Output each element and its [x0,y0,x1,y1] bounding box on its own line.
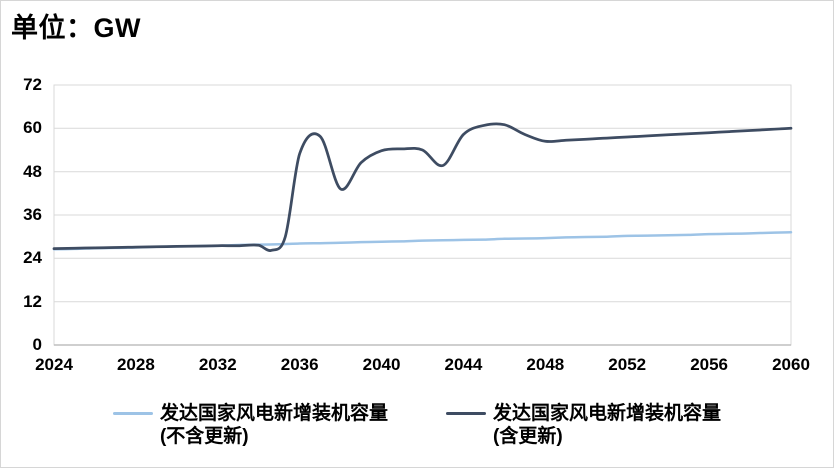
legend-label-excluding-renewal: 发达国家风电新增装机容量 (不含更新) [160,402,388,448]
legend-label-line1: 发达国家风电新增装机容量 [159,403,388,424]
y-tick-label-72: 72 [23,75,42,94]
y-tick-label-36: 36 [23,205,42,224]
legend-item-including-renewal: 发达国家风电新增装机容量 (含更新) [446,402,721,448]
x-tick-label-2060: 2060 [772,355,810,374]
x-tick-label-2028: 2028 [116,355,155,374]
x-tick-label-2044: 2044 [444,355,483,374]
x-tick-label-2032: 2032 [198,355,237,374]
x-tick-label-2056: 2056 [690,355,729,374]
legend-line-swatch-dark-navy [446,412,486,415]
x-tick-label-2024: 2024 [35,355,73,374]
legend-label-line2: (不含更新) [159,426,249,447]
y-tick-label-12: 12 [23,291,42,311]
legend-item-excluding-renewal: 发达国家风电新增装机容量 (不含更新) [112,402,388,448]
chart-title: 单位：GW [11,13,141,43]
x-tick-label-2052: 2052 [608,355,647,374]
y-tick-label-48: 48 [23,161,42,181]
legend-label-line2: (含更新) [493,426,563,447]
legend-label-line1: 发达国家风电新增装机容量 [493,403,722,424]
legend: 发达国家风电新增装机容量 (不含更新) 发达国家风电新增装机容量 (含更新) [1,402,833,448]
legend-line-swatch-light-blue [112,412,153,415]
legend-label-including-renewal: 发达国家风电新增装机容量 (含更新) [493,402,721,448]
y-tick-label-60: 60 [23,118,42,138]
y-tick-label-0: 0 [32,335,42,354]
series-line-including-renewal [52,122,793,252]
x-tick-label-2036: 2036 [280,355,319,374]
y-tick-label-24: 24 [23,248,42,268]
x-tick-label-2040: 2040 [362,355,401,374]
x-tick-label-2048: 2048 [526,355,565,374]
